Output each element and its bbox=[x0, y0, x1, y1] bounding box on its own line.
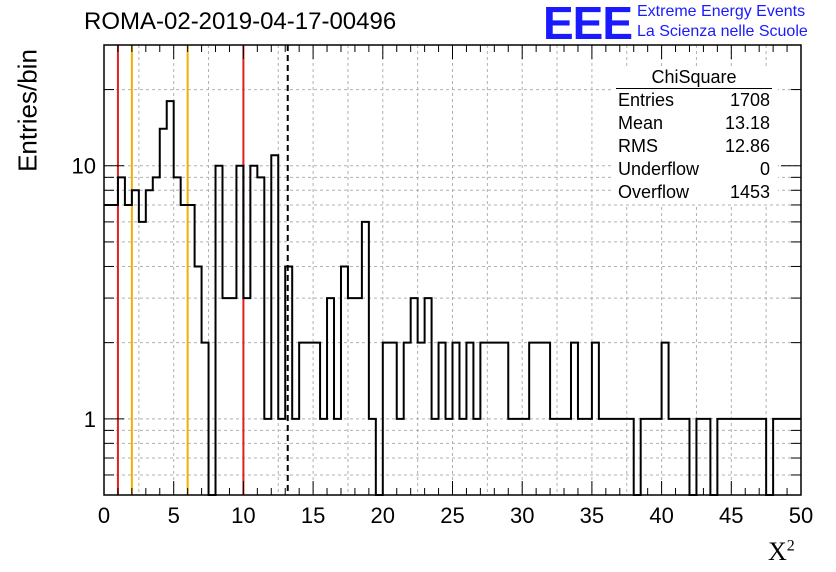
stats-label: Entries bbox=[618, 90, 675, 110]
stats-value: 1453 bbox=[729, 182, 770, 202]
logo-line-2: La Scienza nelle Scuole bbox=[637, 23, 808, 40]
y-tick-label: 1 bbox=[84, 407, 96, 432]
stats-row: Underflow 0 bbox=[612, 158, 778, 181]
stats-row: Overflow 1453 bbox=[612, 181, 778, 204]
stats-row: RMS 12.86 bbox=[612, 135, 778, 158]
y-tick-label: 10 bbox=[72, 154, 96, 179]
reference-lines bbox=[116, 45, 289, 495]
stats-label: Mean bbox=[618, 113, 664, 133]
stats-value: 1708 bbox=[729, 90, 770, 110]
stats-title: ChiSquare bbox=[616, 66, 772, 89]
x-tick-label: 45 bbox=[719, 503, 743, 528]
y-axis-label: Entries/bin bbox=[12, 49, 43, 172]
x-axis-label-exponent: 2 bbox=[786, 537, 795, 555]
plot-frame bbox=[103, 44, 802, 496]
stats-label: Underflow bbox=[618, 159, 700, 179]
axis-ticks bbox=[103, 45, 802, 495]
stats-value: 13.18 bbox=[724, 113, 770, 133]
stats-row: Entries 1708 bbox=[612, 89, 778, 112]
x-tick-label: 35 bbox=[580, 503, 604, 528]
x-tick-label: 20 bbox=[371, 503, 395, 528]
x-tick-label: 10 bbox=[231, 503, 255, 528]
logo-line-1: Extreme Energy Events bbox=[637, 3, 806, 20]
eee-logo: EEE bbox=[543, 0, 633, 49]
stats-value: 0 bbox=[759, 159, 770, 179]
x-tick-label: 15 bbox=[301, 503, 325, 528]
histogram-series bbox=[104, 100, 801, 496]
x-tick-label: 50 bbox=[789, 503, 813, 528]
stats-value: 12.86 bbox=[724, 136, 770, 156]
stats-label: RMS bbox=[618, 136, 658, 156]
page-title: ROMA-02-2019-04-17-00496 bbox=[84, 8, 397, 35]
x-tick-label: 40 bbox=[649, 503, 673, 528]
x-axis-label: X2 bbox=[768, 537, 795, 567]
stats-box: ChiSquare Entries 1708 Mean 13.18 RMS 12.86… bbox=[612, 66, 778, 204]
x-tick-label: 25 bbox=[440, 503, 464, 528]
x-tick-label: 30 bbox=[510, 503, 534, 528]
x-axis-label-base: X bbox=[768, 537, 787, 566]
x-tick-label: 0 bbox=[98, 503, 110, 528]
stats-row: Mean 13.18 bbox=[612, 112, 778, 135]
tick-labels: 0 5 10 15 20 25 30 35 40 45 50 1 10 bbox=[72, 154, 814, 528]
logo-caption: Extreme Energy Events La Scienza nelle S… bbox=[637, 2, 808, 42]
stats-label: Overflow bbox=[618, 182, 690, 202]
x-tick-label: 5 bbox=[168, 503, 180, 528]
